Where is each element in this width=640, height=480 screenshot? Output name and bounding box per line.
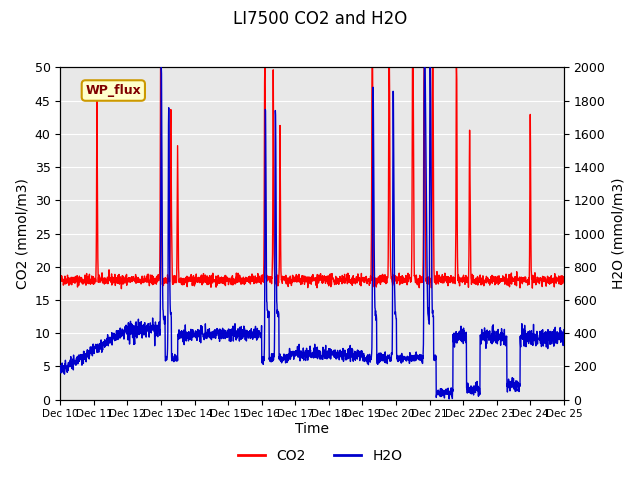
Legend: CO2, H2O: CO2, H2O	[232, 443, 408, 468]
Text: WP_flux: WP_flux	[86, 84, 141, 97]
Y-axis label: H2O (mmol/m3): H2O (mmol/m3)	[611, 178, 625, 289]
Text: LI7500 CO2 and H2O: LI7500 CO2 and H2O	[233, 10, 407, 28]
Y-axis label: CO2 (mmol/m3): CO2 (mmol/m3)	[15, 178, 29, 289]
X-axis label: Time: Time	[295, 422, 329, 436]
